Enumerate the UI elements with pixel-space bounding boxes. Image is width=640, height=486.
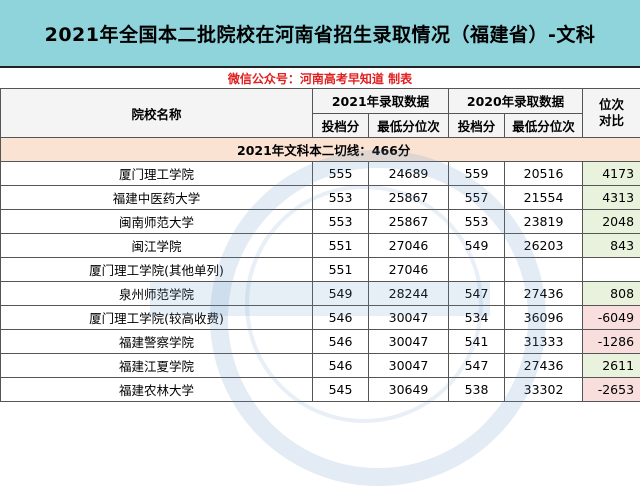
score-2020-cell: 559 — [449, 162, 505, 186]
header-rank-2020: 最低分位次 — [505, 113, 583, 138]
header-2021: 2021年录取数据 — [313, 89, 449, 114]
rank-diff-cell: -1286 — [583, 330, 640, 354]
score-2021-cell: 546 — [313, 354, 369, 378]
rank-2021-cell: 27046 — [369, 258, 449, 282]
header-school: 院校名称 — [1, 89, 313, 138]
header-rank-diff-line2: 对比 — [599, 113, 624, 128]
score-2020-cell: 538 — [449, 378, 505, 402]
score-2020-cell: 534 — [449, 306, 505, 330]
rank-2020-cell: 23819 — [505, 210, 583, 234]
school-name-cell: 福建江夏学院 — [1, 354, 313, 378]
rank-2021-cell: 28244 — [369, 282, 449, 306]
admission-table: 院校名称 2021年录取数据 2020年录取数据 位次 对比 投档分 最低分位次… — [0, 88, 640, 402]
rank-diff-cell: 4173 — [583, 162, 640, 186]
rank-2021-cell: 30047 — [369, 354, 449, 378]
header-2020: 2020年录取数据 — [449, 89, 583, 114]
section-row: 2021年文科本二切线：466分 — [1, 138, 640, 162]
score-2021-cell: 555 — [313, 162, 369, 186]
score-2020-cell: 541 — [449, 330, 505, 354]
score-2021-cell: 551 — [313, 234, 369, 258]
page: 2021年全国本二批院校在河南省招生录取情况（福建省）-文科 微信公众号：河南高… — [0, 0, 640, 422]
rank-diff-cell: 2611 — [583, 354, 640, 378]
header-rank-diff-line1: 位次 — [599, 97, 624, 112]
score-2021-cell: 546 — [313, 330, 369, 354]
section-cutoff-line: 2021年文科本二切线：466分 — [1, 138, 640, 162]
score-2021-cell: 553 — [313, 186, 369, 210]
rank-2020-cell: 20516 — [505, 162, 583, 186]
page-title: 2021年全国本二批院校在河南省招生录取情况（福建省）-文科 — [0, 0, 640, 68]
school-name-cell: 闽江学院 — [1, 234, 313, 258]
rank-diff-cell — [583, 258, 640, 282]
rank-2020-cell: 31333 — [505, 330, 583, 354]
header-rank-diff: 位次 对比 — [583, 89, 640, 138]
score-2021-cell: 551 — [313, 258, 369, 282]
rank-diff-cell: 808 — [583, 282, 640, 306]
subtitle-credit: 微信公众号：河南高考早知道 制表 — [0, 68, 640, 88]
rank-diff-cell: 4313 — [583, 186, 640, 210]
school-name-cell: 闽南师范大学 — [1, 210, 313, 234]
score-2020-cell: 547 — [449, 354, 505, 378]
school-name-cell: 厦门理工学院 — [1, 162, 313, 186]
header-score-2021: 投档分 — [313, 113, 369, 138]
header-score-2020: 投档分 — [449, 113, 505, 138]
rank-2021-cell: 25867 — [369, 186, 449, 210]
rank-2020-cell: 26203 — [505, 234, 583, 258]
school-name-cell: 泉州师范学院 — [1, 282, 313, 306]
score-2021-cell: 545 — [313, 378, 369, 402]
score-2020-cell: 553 — [449, 210, 505, 234]
score-2020-cell — [449, 258, 505, 282]
rank-2020-cell — [505, 258, 583, 282]
school-name-cell: 福建警察学院 — [1, 330, 313, 354]
rank-2020-cell: 36096 — [505, 306, 583, 330]
rank-diff-cell: -2653 — [583, 378, 640, 402]
school-name-cell: 福建中医药大学 — [1, 186, 313, 210]
school-name-cell: 厦门理工学院(其他单列) — [1, 258, 313, 282]
score-2021-cell: 546 — [313, 306, 369, 330]
score-2021-cell: 553 — [313, 210, 369, 234]
rank-2020-cell: 27436 — [505, 282, 583, 306]
school-name-cell: 厦门理工学院(较高收费) — [1, 306, 313, 330]
score-2020-cell: 549 — [449, 234, 505, 258]
rank-2021-cell: 25867 — [369, 210, 449, 234]
school-name-cell: 福建农林大学 — [1, 378, 313, 402]
score-2021-cell: 549 — [313, 282, 369, 306]
rank-diff-cell: 2048 — [583, 210, 640, 234]
rank-2020-cell: 21554 — [505, 186, 583, 210]
rank-2021-cell: 30649 — [369, 378, 449, 402]
rank-2021-cell: 30047 — [369, 330, 449, 354]
score-2020-cell: 547 — [449, 282, 505, 306]
rank-diff-cell: -6049 — [583, 306, 640, 330]
rank-diff-cell: 843 — [583, 234, 640, 258]
rank-2020-cell: 27436 — [505, 354, 583, 378]
header-rank-2021: 最低分位次 — [369, 113, 449, 138]
rank-2021-cell: 24689 — [369, 162, 449, 186]
rank-2020-cell: 33302 — [505, 378, 583, 402]
rank-2021-cell: 27046 — [369, 234, 449, 258]
score-2020-cell: 557 — [449, 186, 505, 210]
rank-2021-cell: 30047 — [369, 306, 449, 330]
